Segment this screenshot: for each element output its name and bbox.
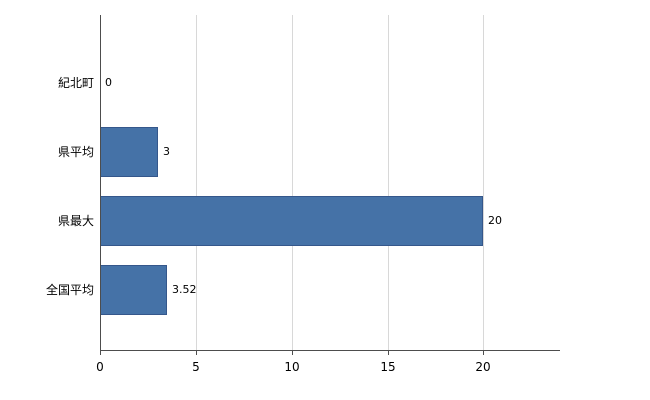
x-axis-tick-label: 15: [380, 360, 396, 374]
bar: [100, 265, 167, 315]
bar: [100, 196, 483, 246]
gridline: [388, 15, 389, 350]
category-label: 県最大: [57, 214, 94, 228]
x-axis-tick-label: 5: [192, 360, 200, 374]
value-label: 20: [488, 214, 502, 227]
gridline: [483, 15, 484, 350]
x-axis-tick-label: 0: [96, 360, 104, 374]
plot-area: [100, 15, 560, 350]
bar: [100, 127, 158, 177]
gridline: [292, 15, 293, 350]
category-label: 全国平均: [45, 283, 94, 297]
value-label: 3: [163, 145, 170, 158]
x-axis-tick-label: 10: [284, 360, 300, 374]
x-axis-tick-mark: [388, 350, 389, 355]
x-axis-line: [100, 350, 560, 351]
x-axis-tick-label: 20: [475, 360, 491, 374]
x-axis-tick-mark: [292, 350, 293, 355]
category-label: 紀北町: [57, 76, 94, 90]
value-label: 0: [105, 76, 112, 89]
gridline: [196, 15, 197, 350]
x-axis-tick-mark: [100, 350, 101, 355]
y-axis-line: [100, 15, 101, 350]
value-label: 3.52: [172, 283, 197, 296]
x-axis-tick-mark: [483, 350, 484, 355]
x-axis-tick-mark: [196, 350, 197, 355]
category-label: 県平均: [57, 145, 94, 159]
